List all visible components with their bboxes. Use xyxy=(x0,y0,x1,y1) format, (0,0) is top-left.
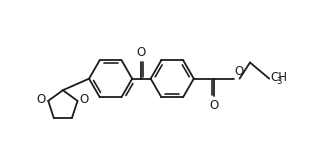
Text: O: O xyxy=(80,93,89,106)
Text: O: O xyxy=(37,93,46,106)
Text: O: O xyxy=(209,99,218,112)
Text: O: O xyxy=(234,65,243,78)
Text: O: O xyxy=(137,46,146,59)
Text: CH: CH xyxy=(270,71,287,84)
Text: 3: 3 xyxy=(276,77,282,86)
